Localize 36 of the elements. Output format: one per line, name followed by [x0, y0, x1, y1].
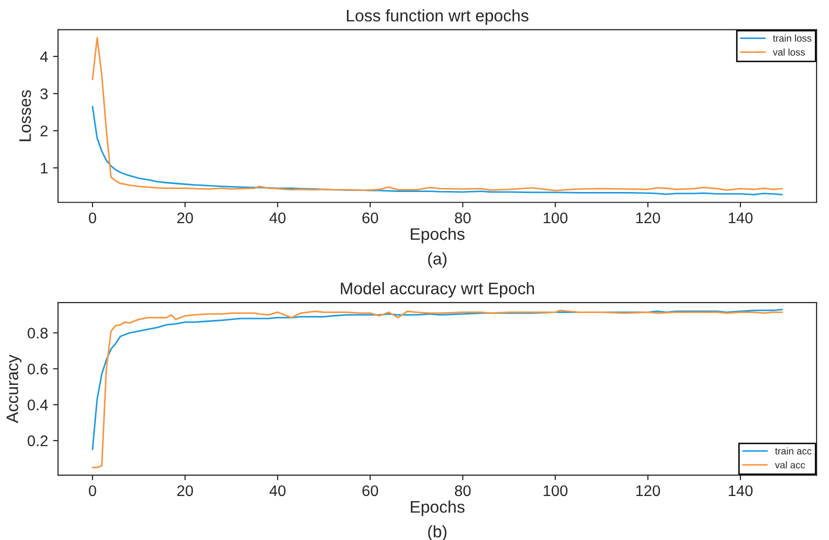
- x-tick-label: 40: [269, 212, 286, 224]
- chart-title: Model accuracy wrt Epoch: [340, 282, 534, 298]
- x-tick-label: 80: [454, 485, 471, 496]
- y-tick-label: 0.6: [28, 364, 48, 374]
- x-axis-title: Epochs: [410, 228, 464, 244]
- x-tick-label: 120: [636, 212, 660, 224]
- x-tick-label: 60: [362, 212, 378, 224]
- y-tick-label: 0.4: [28, 400, 48, 410]
- legend-label: val loss: [772, 48, 805, 56]
- x-tick-label: 120: [636, 485, 660, 496]
- line-series: [92, 106, 783, 196]
- x-axis-title: Epochs: [410, 500, 464, 516]
- x-tick-label: 80: [454, 212, 471, 224]
- legend-label: val acc: [774, 461, 805, 468]
- chart-title: Loss function wrt epochs: [346, 9, 528, 25]
- text: (a): [428, 252, 446, 268]
- legend-label: train acc: [775, 447, 812, 454]
- x-tick-label: 0: [88, 485, 96, 496]
- y-tick-label: 0.2: [28, 435, 48, 446]
- y-tick-label: 3: [40, 88, 48, 100]
- y-tick-label: 0.8: [28, 328, 48, 339]
- x-tick-label: 140: [728, 212, 753, 224]
- y-axis-title: Losses: [19, 90, 31, 142]
- x-tick-label: 20: [177, 212, 193, 224]
- x-tick-label: 40: [269, 485, 286, 496]
- x-tick-label: 20: [177, 485, 193, 496]
- legend-label: train loss: [772, 34, 812, 42]
- x-tick-label: 100: [544, 485, 568, 496]
- y-tick-label: 1: [40, 162, 48, 174]
- x-tick-label: 100: [544, 212, 568, 224]
- y-axis-title: Accuracy: [6, 354, 22, 424]
- y-tick-label: 2: [40, 126, 48, 136]
- x-tick-label: 140: [728, 485, 753, 496]
- x-tick-label: 0: [88, 212, 96, 224]
- y-tick-label: 4: [40, 51, 48, 62]
- x-tick-label: 60: [362, 485, 378, 496]
